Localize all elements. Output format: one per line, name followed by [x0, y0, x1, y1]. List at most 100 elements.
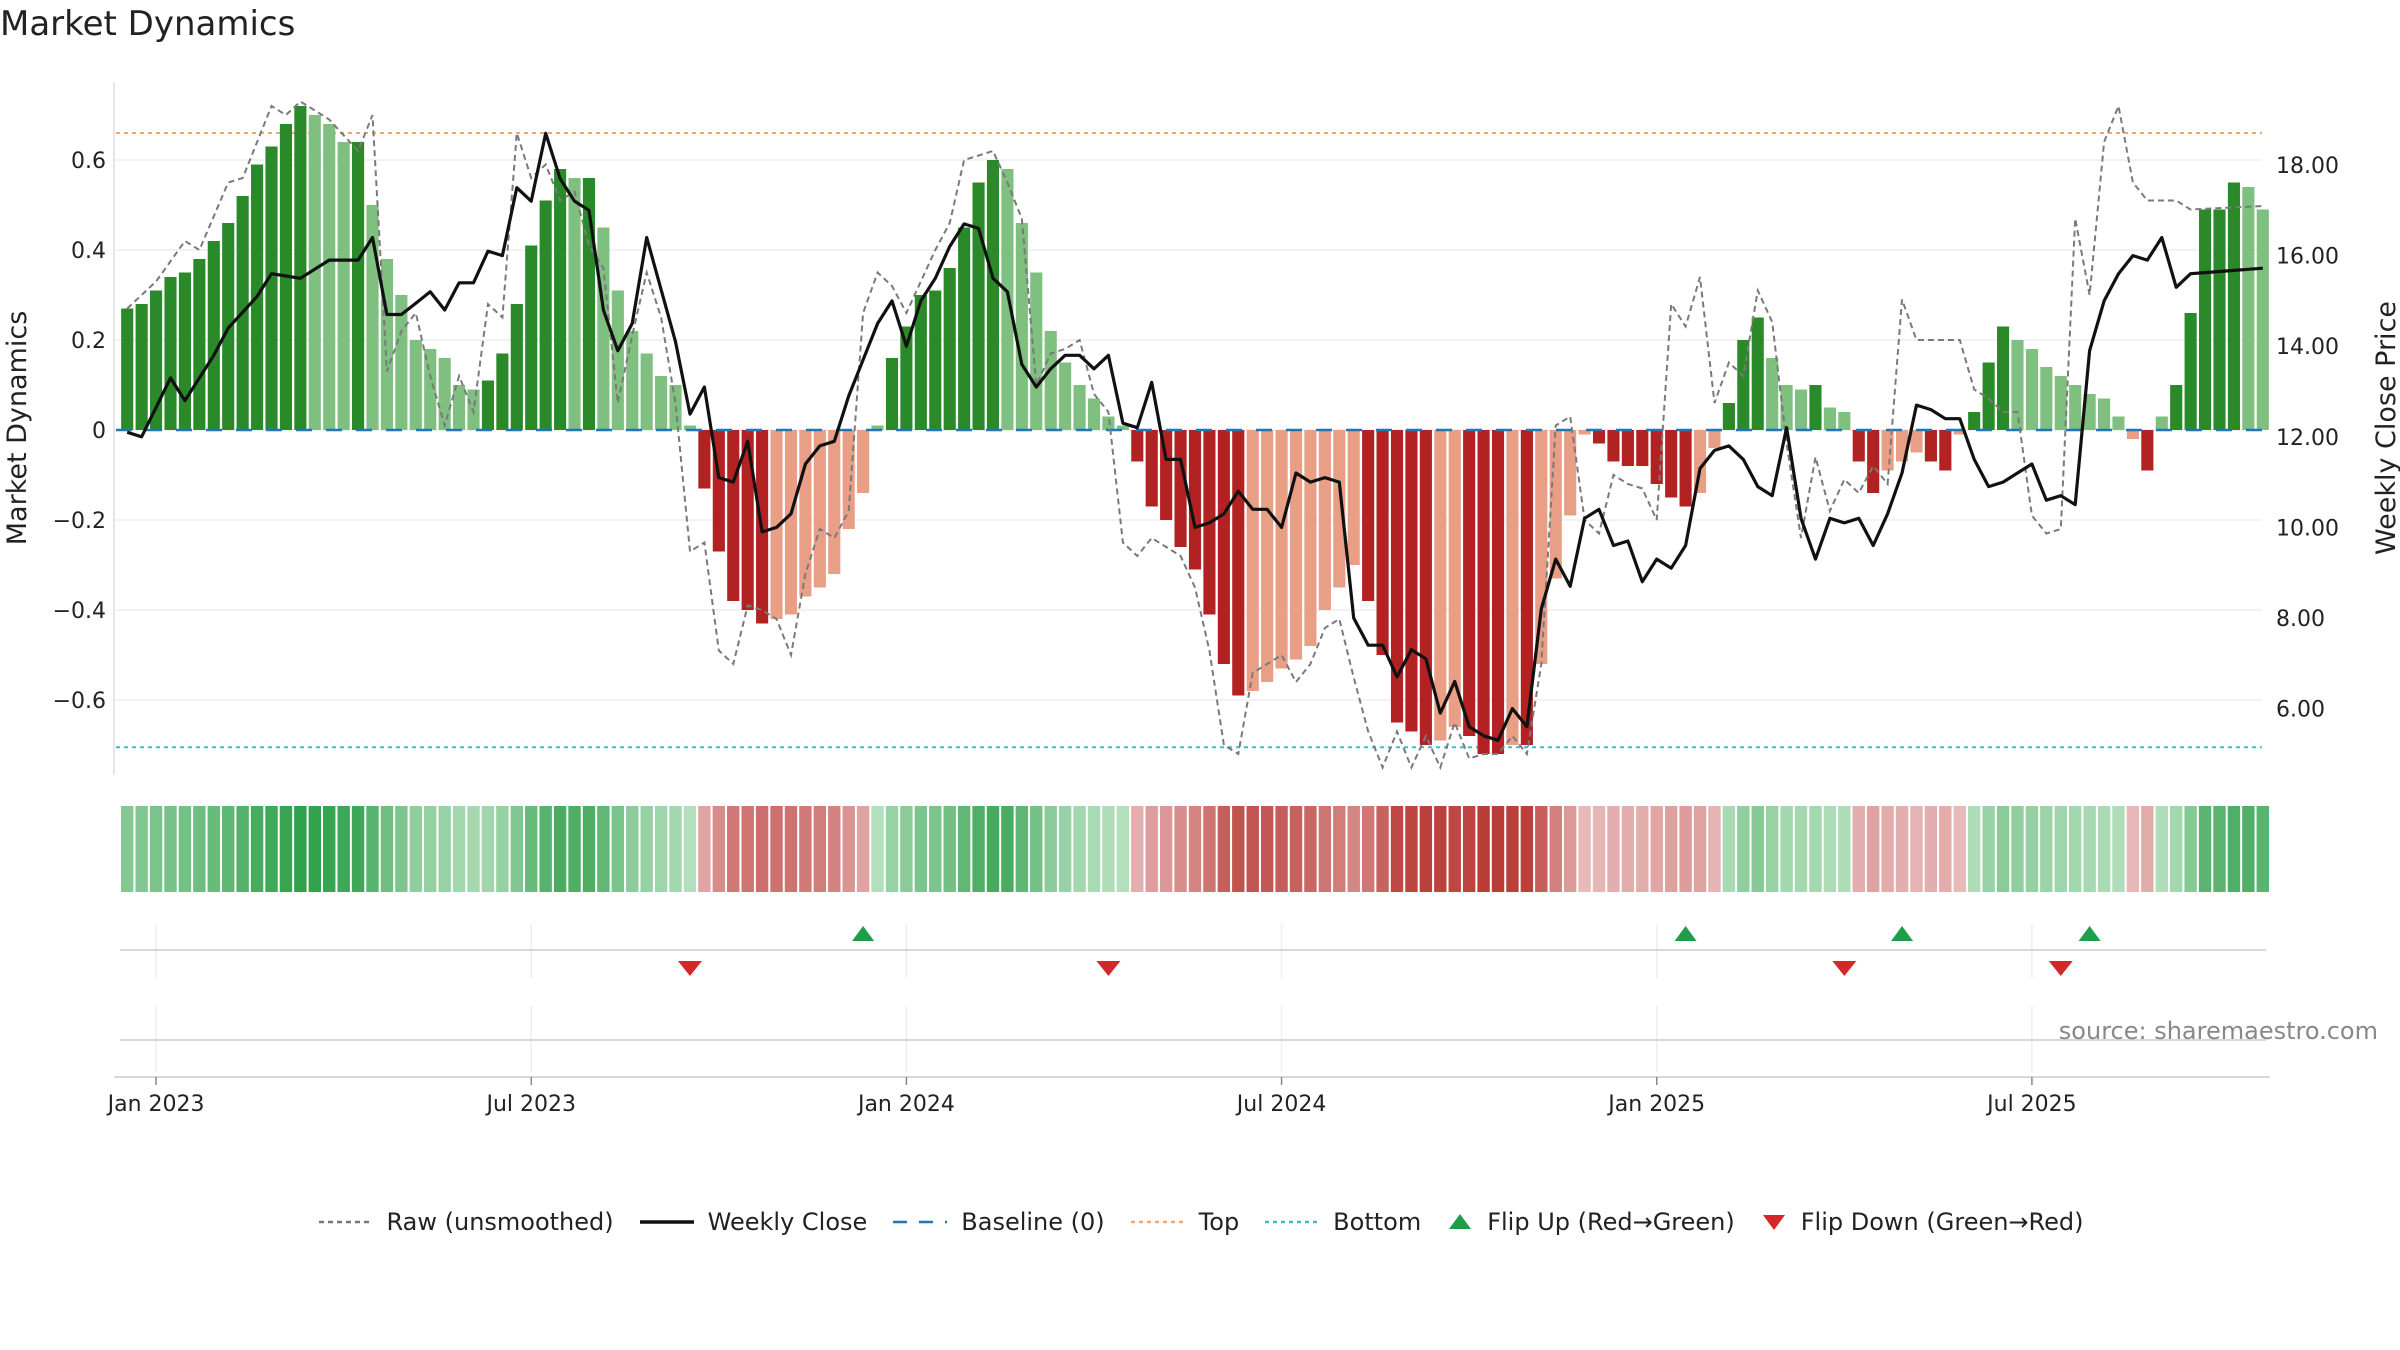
dynamics-bar — [1160, 430, 1173, 520]
regime-cell — [2054, 806, 2067, 892]
dynamics-bar — [294, 106, 307, 430]
regime-cell — [467, 806, 480, 892]
regime-cell — [1015, 806, 1029, 892]
regime-cell — [1087, 806, 1101, 892]
legend-swatch — [1762, 1215, 1785, 1230]
dynamics-bar — [1463, 430, 1476, 736]
flip-up-marker — [2078, 926, 2101, 941]
dynamics-bar — [611, 290, 624, 430]
dynamics-bar — [1636, 430, 1649, 466]
dynamics-bar — [770, 430, 783, 619]
dynamics-bar — [2256, 209, 2269, 430]
dynamics-bar — [2213, 209, 2226, 430]
regime-cell — [1318, 806, 1332, 892]
regime-cell — [856, 806, 870, 892]
regime-cell — [1650, 806, 1663, 892]
flip-markers-panel — [120, 924, 2266, 978]
dynamics-bar — [1722, 403, 1735, 430]
regime-cell — [698, 806, 711, 892]
regime-cell — [1275, 806, 1288, 892]
dynamics-bar — [972, 182, 985, 430]
reference-lines — [116, 132, 2262, 749]
regime-cell — [395, 806, 408, 892]
dynamics-bar — [1578, 430, 1591, 435]
regime-cell — [250, 806, 264, 892]
dynamics-bar — [1275, 430, 1288, 669]
dynamics-bar — [135, 304, 148, 430]
regime-cell — [1982, 806, 1995, 892]
legend-swatch — [1130, 1220, 1185, 1224]
regime-cell — [1058, 806, 1072, 892]
regime-cell — [1260, 806, 1274, 892]
dynamics-bar — [1910, 430, 1923, 453]
regime-cell — [1996, 806, 2010, 892]
dynamics-bar — [1261, 430, 1274, 682]
regime-cell — [611, 806, 625, 892]
regime-cell — [1044, 806, 1057, 892]
regime-cell — [2184, 806, 2197, 892]
regime-cell — [121, 806, 134, 892]
regime-cell — [1232, 806, 1245, 892]
legend-swatch — [318, 1220, 373, 1224]
regime-cell — [323, 806, 336, 892]
x-tick-label: Jul 2023 — [484, 1092, 576, 1117]
y-tick-label-right: 18.00 — [2276, 154, 2339, 179]
regime-cell — [2227, 806, 2241, 892]
y-tick-label-left: −0.4 — [53, 599, 106, 624]
dynamics-bar — [1679, 430, 1692, 507]
y-tick-label-left: 0.6 — [71, 149, 106, 174]
regime-cell — [828, 806, 841, 892]
dynamics-bar — [1188, 430, 1202, 570]
dynamics-bar — [2011, 340, 2024, 430]
dynamics-bar — [193, 259, 206, 430]
dynamics-bar — [150, 290, 163, 430]
dynamics-bar — [1333, 430, 1346, 588]
regime-cell — [597, 806, 610, 892]
dynamics-bar — [1823, 407, 1836, 430]
regime-cell — [351, 806, 365, 892]
dynamics-bar — [1304, 430, 1317, 646]
regime-cell — [2256, 806, 2269, 892]
regime-cell — [438, 806, 451, 892]
legend-item: Bottom — [1263, 1208, 1421, 1236]
weekly-close-line — [126, 131, 2263, 742]
dynamics-bar — [1145, 430, 1158, 507]
dynamics-bar — [164, 277, 177, 430]
y-tick-label-left: −0.2 — [53, 509, 106, 534]
dynamics-bar — [784, 430, 798, 615]
legend-label: Flip Up (Red→Green) — [1487, 1208, 1735, 1236]
legend-item: Flip Up (Red→Green) — [1445, 1208, 1735, 1236]
dynamics-bar — [640, 353, 653, 430]
regime-cell — [380, 806, 394, 892]
regime-cell — [1910, 806, 1923, 892]
dynamics-bar — [2054, 376, 2067, 430]
dynamics-bar — [727, 430, 740, 601]
dynamics-bar — [1376, 430, 1389, 655]
regime-cell — [1823, 806, 1837, 892]
regime-cell — [568, 806, 581, 892]
dynamics-bar — [1881, 430, 1894, 471]
dynamics-bar — [496, 353, 509, 430]
regime-cell — [279, 806, 293, 892]
regime-cell — [1203, 806, 1216, 892]
dynamics-bar — [1838, 412, 1851, 430]
dynamics-bar — [2025, 349, 2038, 430]
dynamics-bar — [1708, 430, 1721, 448]
dynamics-bar — [1621, 430, 1634, 466]
dynamics-bar — [323, 124, 336, 430]
regime-cell — [222, 806, 235, 892]
regime-cell — [1217, 806, 1231, 892]
regime-cell — [149, 806, 163, 892]
dynamics-bar — [525, 245, 538, 430]
regime-cell — [1304, 806, 1317, 892]
dynamics-bar — [871, 425, 884, 430]
dynamics-bar — [1794, 389, 1808, 430]
regime-cell — [626, 806, 639, 892]
dynamics-bar — [1665, 430, 1678, 498]
regime-cell — [1693, 806, 1707, 892]
dynamics-bar — [1737, 340, 1750, 430]
regime-cell — [539, 806, 552, 892]
grid-layer — [113, 82, 2262, 775]
regime-cell — [1405, 806, 1418, 892]
dynamics-bar — [1087, 398, 1101, 430]
